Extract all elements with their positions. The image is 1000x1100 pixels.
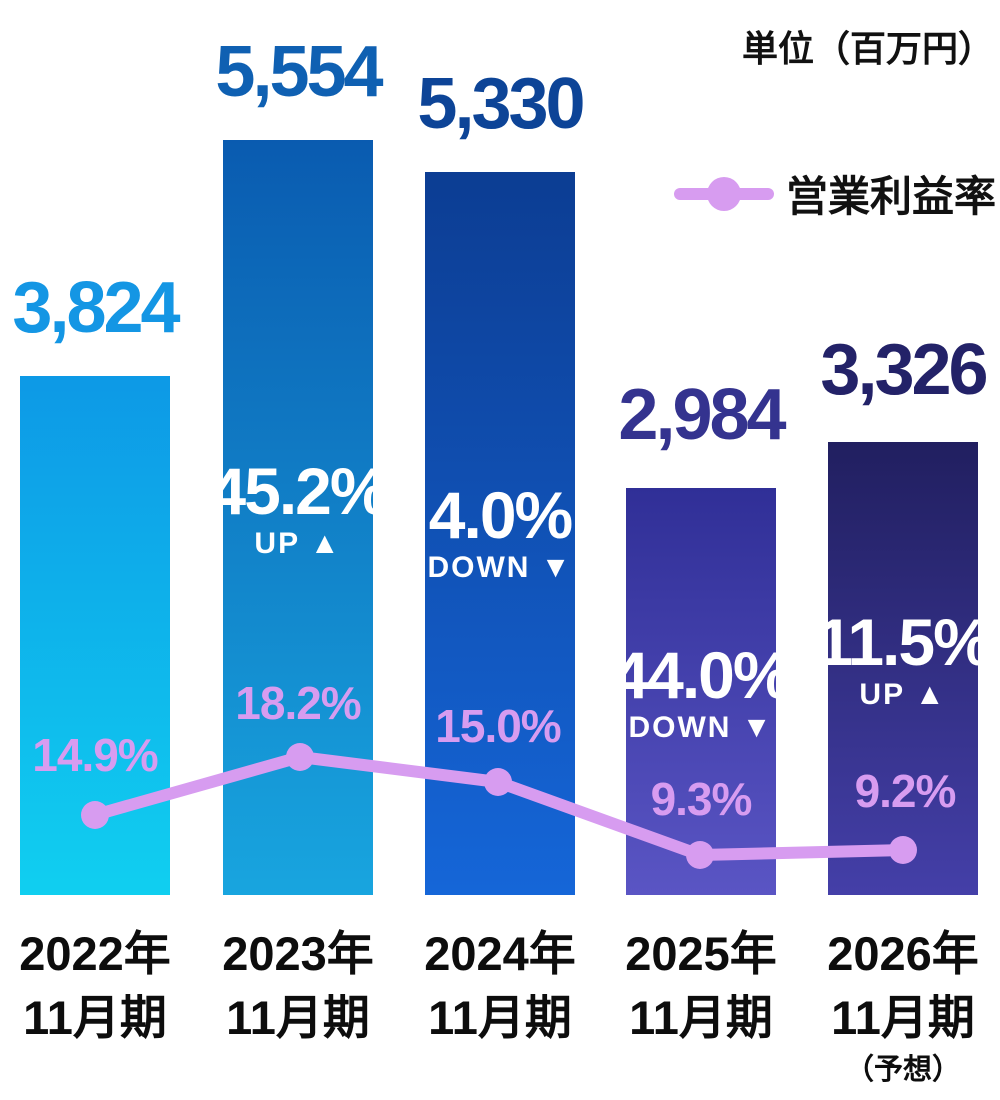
unit-label: 単位（百万円） [741,28,994,69]
change-direction-down: DOWN ▼ [628,711,774,744]
change-direction-up: UP ▲ [859,678,947,711]
bar-value-2024: 5,330 [417,64,585,144]
bar-value-2023: 5,554 [215,32,383,112]
axis-period: 11月期 [23,991,167,1044]
margin-label-2022: 14.9% [32,729,158,781]
bar-value-2022: 3,824 [12,268,180,348]
change-pct: 45.2% [209,454,388,528]
change-direction-up: UP ▲ [254,527,342,560]
axis-label-2026: 2026年 11月期 （予想） [788,922,1000,1090]
axis-year: 2025年 [625,927,777,980]
bar-value-2026: 3,326 [820,330,988,410]
legend-dot-icon [706,176,741,211]
bar-value-2025: 2,984 [618,375,786,455]
margin-label-2025: 9.3% [650,773,753,825]
legend-label: 営業利益率 [785,173,996,220]
axis-period: 11月期 [226,991,370,1044]
axis-label-2025: 2025年 11月期 [586,922,816,1050]
axis-period: 11月期 [428,991,572,1044]
change-pct: 4.0% [428,478,573,552]
axis-period: 11月期 [831,991,975,1044]
axis-label-2024: 2024年 11月期 [385,922,615,1050]
axis-label-2022: 2022年 11月期 [0,922,210,1050]
axis-forecast-note: （予想） [844,1054,961,1086]
legend: 営業利益率 [673,163,996,224]
change-direction-down: DOWN ▼ [427,551,573,584]
change-label-2023: 45.2% UP ▲ [203,458,393,561]
change-pct: 44.0% [612,638,791,712]
line-series-marker-icon [673,176,774,211]
margin-label-2023: 18.2% [235,677,361,729]
change-label-2025: 44.0% DOWN ▼ [606,642,796,745]
axis-year: 2024年 [424,927,576,980]
axis-year: 2023年 [222,927,374,980]
change-label-2026: 11.5% UP ▲ [808,609,998,712]
bar-2022 [20,376,170,895]
change-label-2024: 4.0% DOWN ▼ [405,482,595,585]
change-pct: 11.5% [816,605,992,679]
margin-label-2024: 15.0% [435,700,561,752]
axis-period: 11月期 [629,991,773,1044]
axis-year: 2022年 [19,927,171,980]
axis-year: 2026年 [827,927,979,980]
axis-label-2023: 2023年 11月期 [183,922,413,1050]
margin-label-2026: 9.2% [854,765,957,817]
